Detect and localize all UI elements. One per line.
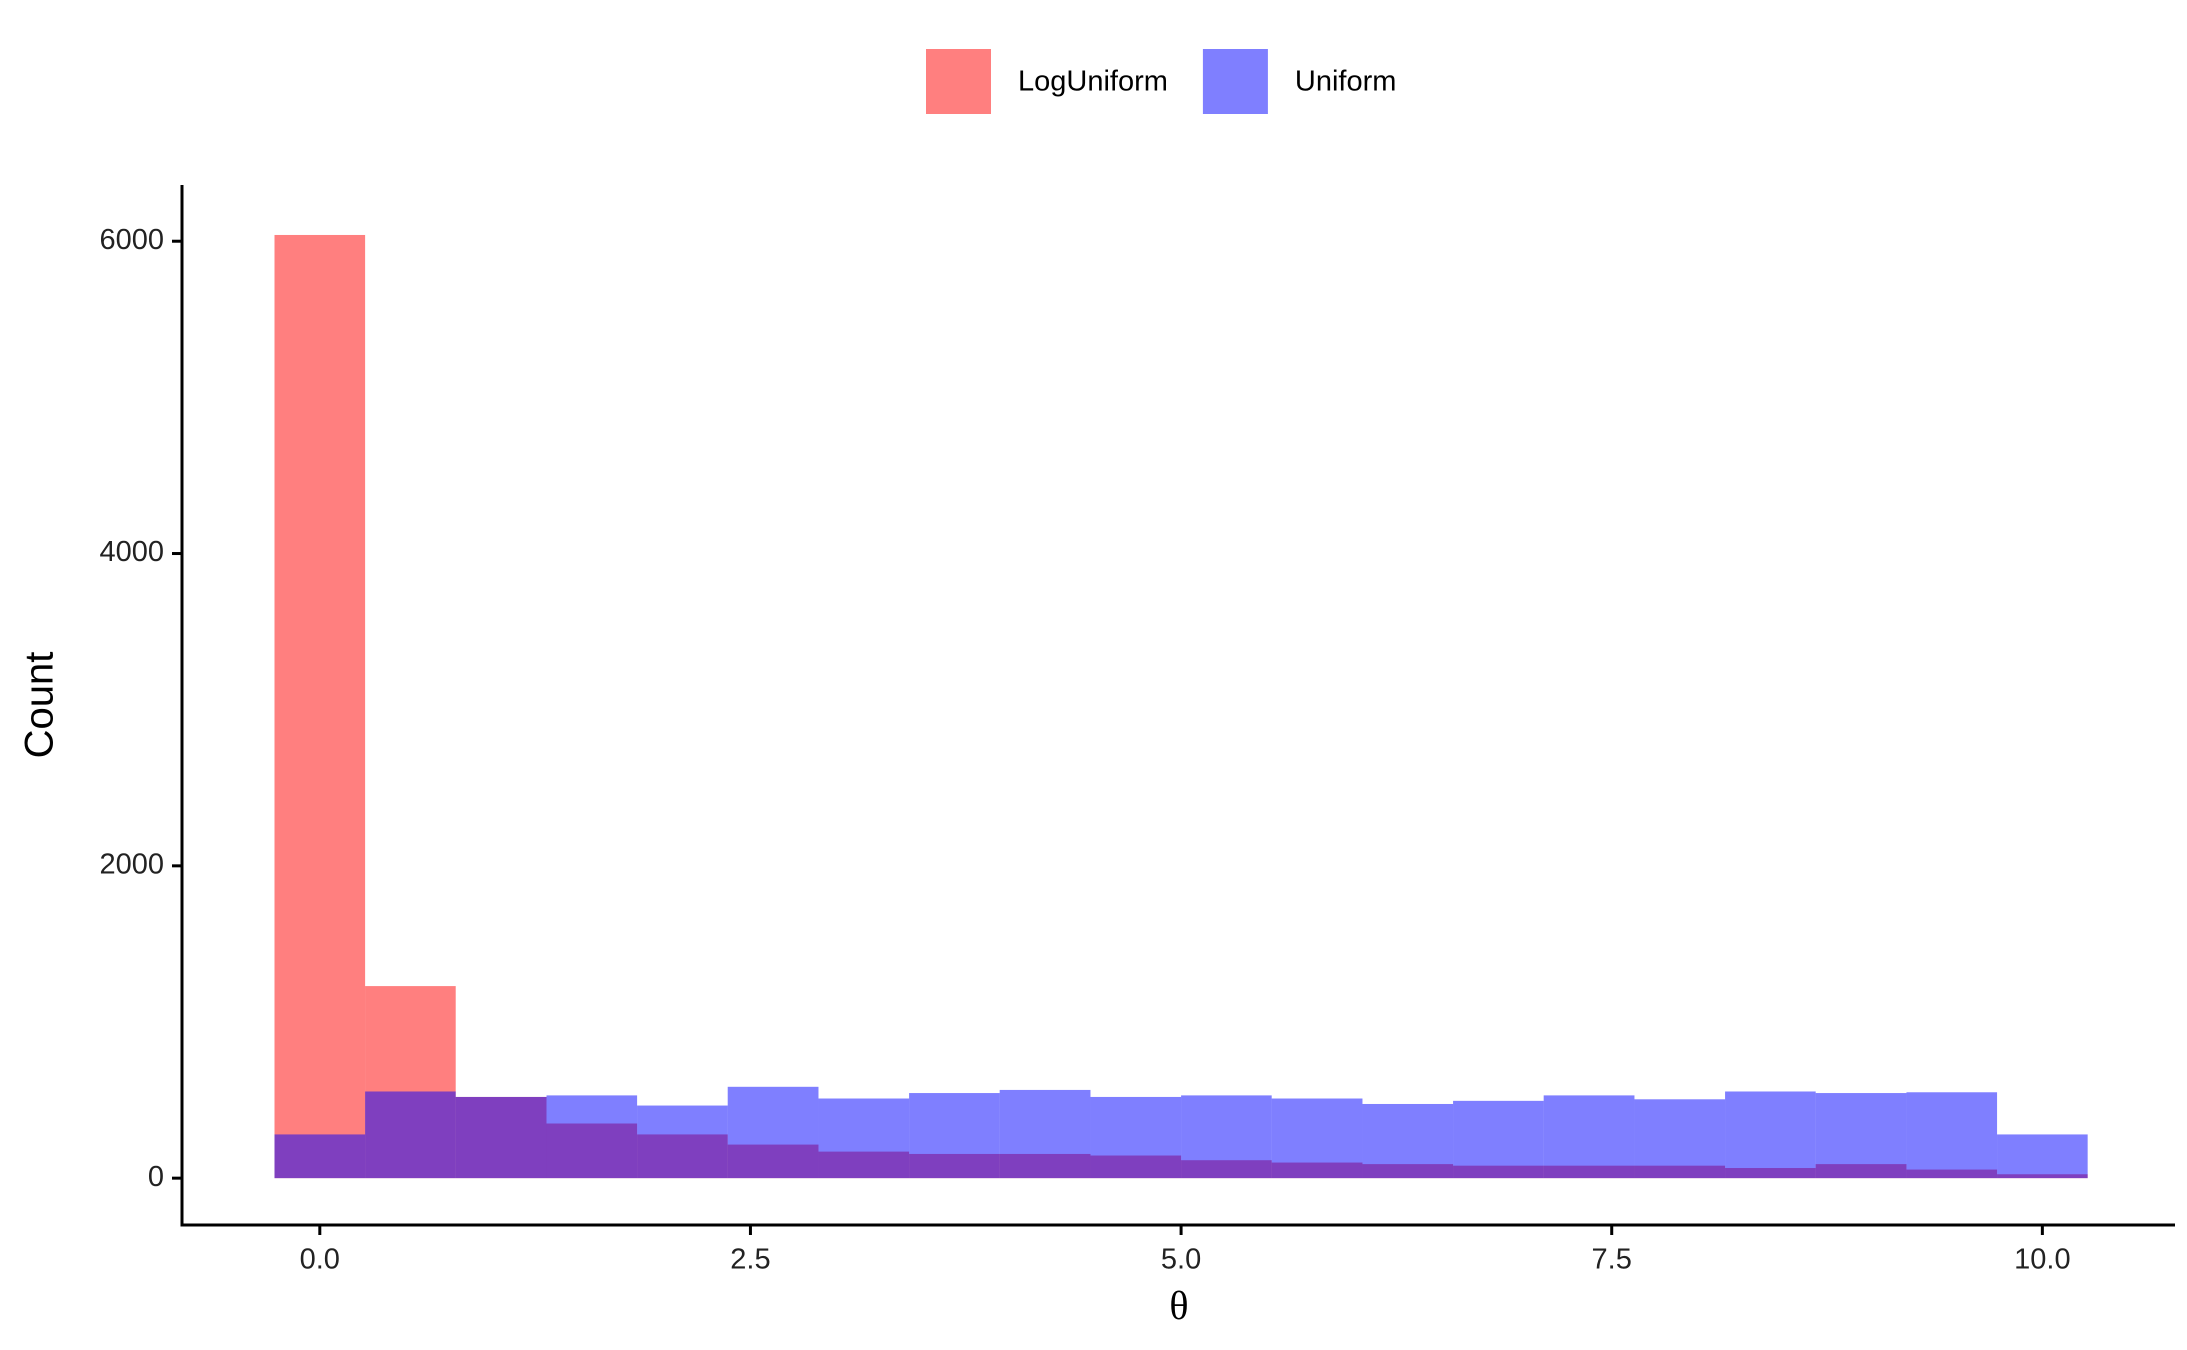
x-tick-label: 2.5 (730, 1244, 770, 1276)
bar (1634, 1099, 1726, 1179)
x-tick-label: 0.0 (300, 1244, 340, 1276)
x-tick-label: 10.0 (2014, 1244, 2070, 1276)
bar (909, 1093, 1000, 1179)
legend-swatch (926, 49, 991, 114)
y-tick-label: 6000 (99, 224, 164, 256)
y-tick-label: 4000 (99, 536, 164, 568)
bar (1362, 1103, 1454, 1179)
bar (1543, 1095, 1635, 1179)
bar (365, 1091, 456, 1179)
bar (455, 1096, 547, 1179)
legend-swatch (1202, 49, 1268, 114)
bar (999, 1089, 1091, 1179)
bar (546, 1095, 638, 1179)
bar (1815, 1093, 1907, 1179)
bar (1453, 1100, 1544, 1179)
bar (1181, 1095, 1272, 1179)
y-axis-title: Count (18, 652, 62, 759)
bar (1271, 1098, 1363, 1179)
legend-label: Uniform (1295, 66, 1397, 98)
y-tick-label: 2000 (99, 848, 164, 880)
bar (1090, 1096, 1182, 1179)
bar (1906, 1092, 1998, 1179)
bar (1725, 1091, 1816, 1179)
bar (274, 234, 366, 1179)
x-axis-title: θ (1169, 1283, 1188, 1328)
bar (1997, 1134, 2088, 1179)
x-tick-label: 5.0 (1161, 1244, 1201, 1276)
bar (274, 1134, 366, 1179)
bar (637, 1105, 728, 1179)
y-tick-label: 0 (148, 1161, 164, 1193)
bar (818, 1098, 910, 1179)
legend-label: LogUniform (1018, 66, 1168, 98)
bar (727, 1086, 819, 1179)
x-tick-label: 7.5 (1592, 1244, 1632, 1276)
